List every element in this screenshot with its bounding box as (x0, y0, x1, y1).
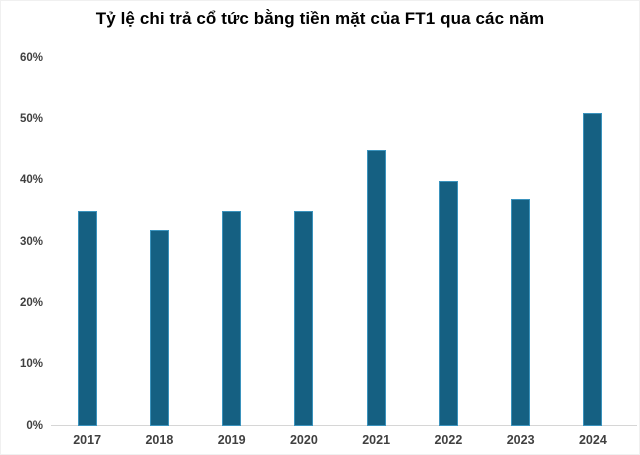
bar-slot-2017 (51, 58, 123, 426)
bar-2024 (583, 113, 603, 426)
x-tick-label-2024: 2024 (578, 433, 607, 447)
x-axis-line (51, 425, 637, 426)
y-tick-label-10: 10% (19, 357, 43, 370)
bar-2023 (511, 199, 531, 426)
bar-slot-2018 (123, 58, 195, 426)
y-tick-label-20: 20% (19, 296, 43, 309)
x-tick-label-2019: 2019 (217, 433, 246, 447)
bar-2017 (77, 211, 97, 426)
y-tick-label-40: 40% (19, 173, 43, 186)
y-tick-label-50: 50% (19, 112, 43, 125)
y-tick-label-60: 60% (19, 51, 43, 64)
bar-slot-2020 (268, 58, 340, 426)
x-tick-label-2023: 2023 (506, 433, 535, 447)
chart-title: Tỷ lệ chi trả cổ tức bằng tiền mặt của F… (95, 9, 545, 28)
bar-slot-2023 (485, 58, 557, 426)
bar-2018 (149, 229, 169, 426)
bar-2021 (366, 150, 386, 426)
bar-slot-2022 (412, 58, 484, 426)
bar-2019 (222, 211, 242, 426)
bar-slot-2021 (340, 58, 412, 426)
y-axis: 0% 10% 20% 30% 40% 50% 60% (0, 52, 43, 431)
bar-2022 (438, 180, 458, 426)
bar-slot-2024 (557, 58, 629, 426)
y-tick-label-0: 0% (26, 419, 43, 432)
x-tick-label-2017: 2017 (73, 433, 102, 447)
x-tick-label-2022: 2022 (434, 433, 463, 447)
x-axis: 2017 2018 2019 2020 2021 2022 2023 2024 (51, 433, 629, 448)
x-tick-label-2018: 2018 (145, 433, 174, 447)
bar-2020 (294, 211, 314, 426)
x-tick-label-2020: 2020 (289, 433, 318, 447)
y-tick-label-30: 30% (19, 235, 43, 248)
x-tick-label-2021: 2021 (362, 433, 391, 447)
plot-area (51, 58, 629, 426)
bar-slot-2019 (196, 58, 268, 426)
